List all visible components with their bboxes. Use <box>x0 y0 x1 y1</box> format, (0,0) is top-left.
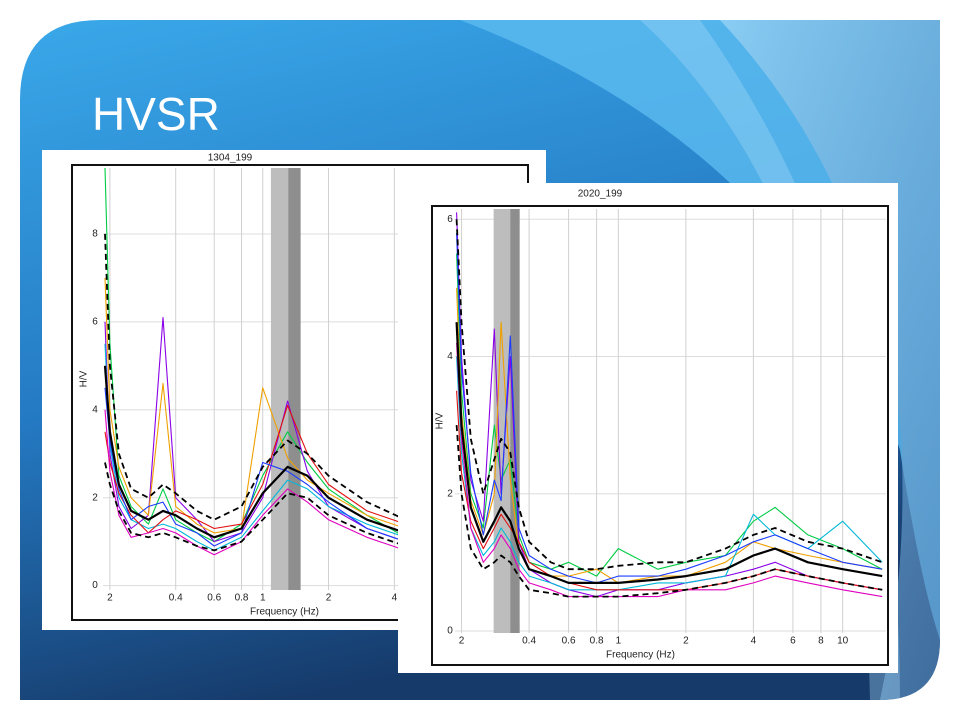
hv-curve <box>104 343 406 551</box>
x-tick-label: 1 <box>616 636 622 647</box>
x-tick-label: 2 <box>459 636 465 647</box>
hv-curve <box>104 409 406 556</box>
x-tick-label: 0.4 <box>522 636 536 647</box>
x-axis-label: Frequency (Hz) <box>250 607 319 618</box>
x-tick-label: 0.4 <box>169 593 183 604</box>
x-tick-label: 0.8 <box>590 636 604 647</box>
hv-curve <box>455 219 883 571</box>
peak-band <box>510 209 520 633</box>
plot-area <box>103 168 526 590</box>
y-tick-label: 4 <box>92 404 98 415</box>
x-tick-label: 4 <box>392 593 398 604</box>
x-tick-label: 4 <box>751 636 757 647</box>
x-tick-label: 10 <box>837 636 849 647</box>
slide-title: HVSR <box>92 88 220 140</box>
hv-curve <box>455 425 883 598</box>
y-tick-label: 0 <box>447 626 453 637</box>
y-tick-label: 6 <box>92 316 98 327</box>
hv-curve <box>104 462 406 552</box>
plot-area <box>455 209 886 633</box>
x-tick-label: 0.6 <box>207 593 221 604</box>
hv-curve <box>104 387 406 547</box>
y-axis-label: H/V <box>435 412 446 429</box>
chart-title: 2020_199 <box>578 189 623 200</box>
x-tick-label: 1 <box>260 593 266 604</box>
hv-curve <box>104 316 406 543</box>
y-tick-label: 8 <box>92 229 98 240</box>
peak-band <box>288 168 301 590</box>
y-tick-label: 6 <box>447 214 453 225</box>
x-tick-label: 2 <box>326 593 332 604</box>
y-tick-label: 0 <box>92 580 98 591</box>
x-tick-label: 2 <box>107 593 113 604</box>
hv-curve <box>455 322 883 584</box>
hv-curve <box>104 168 406 543</box>
x-tick-label: 0.6 <box>562 636 576 647</box>
hv-curve <box>456 232 883 584</box>
hv-curve <box>456 253 883 577</box>
y-axis-label: H/V <box>79 370 90 387</box>
hv-curve <box>103 365 406 539</box>
y-tick-label: 2 <box>447 488 453 499</box>
hv-curve <box>456 342 883 598</box>
hv-curve <box>456 356 883 591</box>
x-tick-label: 6 <box>790 636 796 647</box>
y-tick-label: 4 <box>447 351 453 362</box>
x-axis-label: Frequency (Hz) <box>606 650 675 661</box>
chart-title: 1304_199 <box>208 153 253 164</box>
y-tick-label: 2 <box>92 492 98 503</box>
x-tick-label: 0.8 <box>235 593 249 604</box>
x-tick-label: 8 <box>818 636 824 647</box>
x-tick-label: 2 <box>683 636 689 647</box>
